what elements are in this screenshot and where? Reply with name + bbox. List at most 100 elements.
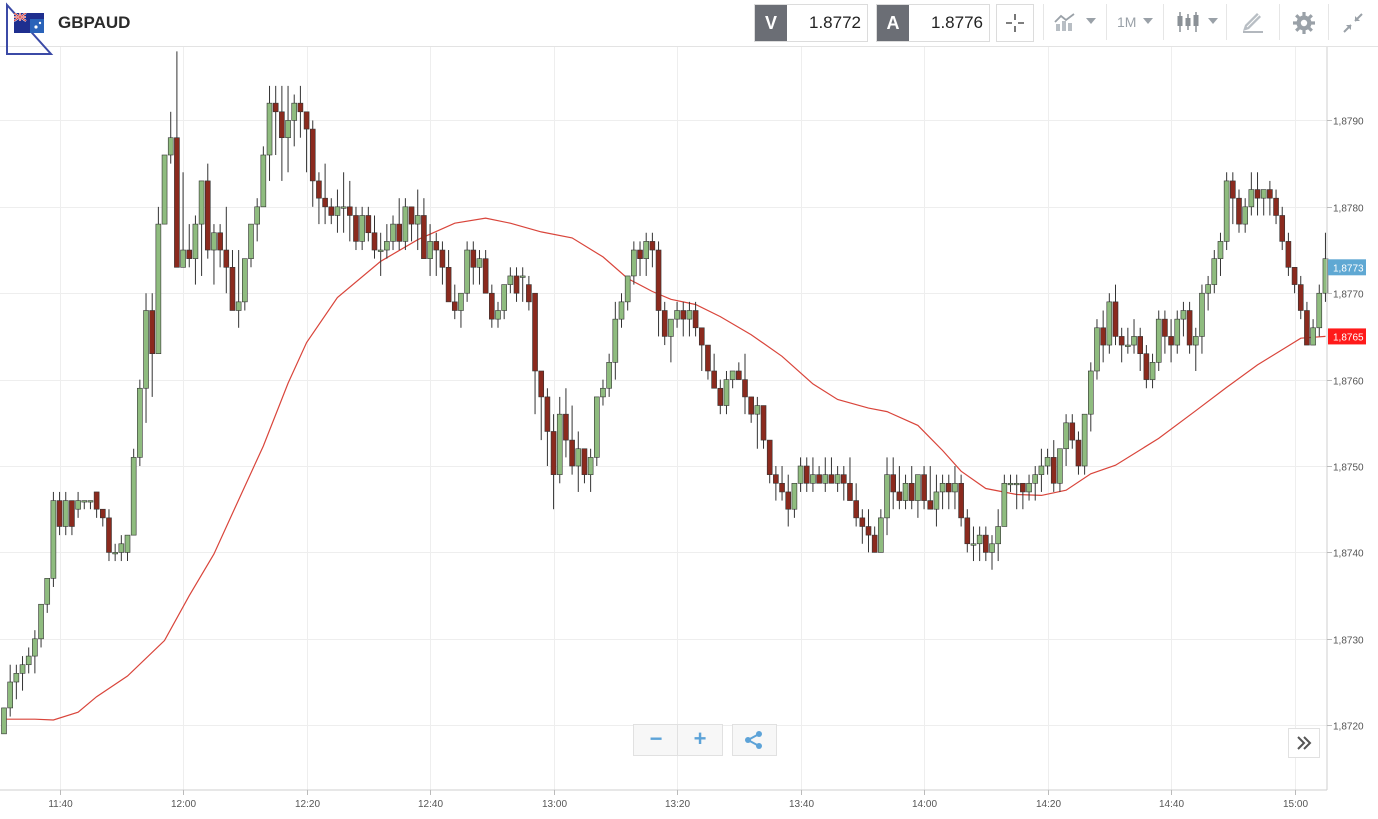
candle [835, 466, 840, 492]
candle-body [1280, 215, 1285, 241]
candle [619, 293, 624, 328]
candle-body [224, 250, 229, 267]
candle [1304, 302, 1309, 345]
settings-button[interactable] [1279, 4, 1328, 40]
candle [174, 51, 179, 267]
crosshair-button[interactable] [996, 4, 1034, 42]
candle-body [273, 103, 278, 112]
candle-body [675, 311, 680, 320]
candle-body [174, 138, 179, 268]
candle [329, 198, 334, 224]
candle [1280, 207, 1285, 250]
candle [681, 302, 686, 337]
candle [150, 293, 155, 397]
candle [168, 112, 173, 164]
candle-body [1298, 285, 1303, 311]
candle [607, 354, 612, 397]
ask-price-button[interactable]: A 1.8776 [876, 4, 990, 42]
candle [446, 250, 451, 302]
candle-body [32, 639, 37, 656]
fast-forward-button[interactable] [1288, 728, 1320, 758]
candle-body [786, 492, 791, 509]
candle-body [607, 362, 612, 388]
candle-body [638, 250, 643, 259]
candle [798, 457, 803, 492]
candle-body [928, 501, 933, 510]
candle-body [1064, 423, 1069, 449]
candle [335, 190, 340, 233]
candle [181, 172, 186, 267]
indicators-button[interactable] [1043, 4, 1106, 40]
price-chart[interactable]: 1,87201,87301,87401,87501,87601,87701,87… [0, 47, 1378, 819]
candle-body [563, 414, 568, 440]
candle-body [1119, 336, 1124, 345]
candle [477, 250, 482, 285]
candle [1298, 276, 1303, 319]
candle-body [353, 215, 358, 241]
candle-body [292, 103, 297, 120]
candle-body [199, 181, 204, 224]
candle-body [1014, 483, 1019, 485]
candle [866, 509, 871, 552]
candle [218, 224, 223, 267]
drawing-tools-button[interactable] [1226, 4, 1279, 40]
candle-body [1057, 449, 1062, 484]
y-tick-label: 1,8790 [1333, 117, 1364, 128]
candle-body [384, 241, 389, 250]
candle [1082, 414, 1087, 474]
candle [489, 285, 494, 328]
candle-body [187, 250, 192, 259]
candle-body [508, 276, 513, 285]
candle-body [1193, 336, 1198, 345]
current-bid-label: 1,8773 [1333, 263, 1364, 274]
candle [88, 501, 93, 510]
candle [428, 224, 433, 276]
candle [20, 656, 25, 691]
candle-body [860, 518, 865, 527]
candle-body [125, 535, 130, 552]
candle-body [1051, 457, 1056, 483]
x-tick-label: 11:40 [48, 799, 73, 810]
candle-body [496, 311, 501, 320]
candle [2, 708, 7, 734]
timeframe-button[interactable]: 1M [1106, 4, 1163, 40]
candle-body [810, 475, 815, 484]
candle-body [286, 120, 291, 137]
chart-grid [0, 47, 1327, 790]
candle-body [1113, 302, 1118, 337]
zoom-in-button[interactable]: + [677, 724, 723, 756]
candle [316, 172, 321, 224]
candle-body [310, 129, 315, 181]
candle [100, 509, 105, 526]
candle [224, 207, 229, 293]
candle-body [594, 397, 599, 457]
candle-body [45, 578, 50, 604]
candle [749, 397, 754, 423]
zoom-out-button[interactable]: − [633, 724, 679, 756]
candle [891, 457, 896, 509]
candle-body [730, 371, 735, 380]
candle-body [526, 285, 531, 302]
x-tick-label: 14:00 [912, 799, 937, 810]
candle [496, 302, 501, 328]
candle-body [366, 215, 371, 232]
candle-body [946, 483, 951, 492]
chart-type-button[interactable] [1163, 4, 1226, 40]
timeframe-label: 1M [1117, 14, 1136, 30]
candle [211, 224, 216, 284]
candle [965, 509, 970, 552]
candlestick-icon [1176, 11, 1202, 33]
candle-body [1255, 190, 1260, 199]
candle [384, 224, 389, 259]
candle [539, 371, 544, 440]
collapse-button[interactable] [1328, 4, 1378, 40]
candle-body [934, 492, 939, 509]
share-button[interactable] [732, 724, 777, 756]
candle-body [1020, 483, 1025, 492]
candle-body [63, 501, 68, 527]
candle-body [298, 103, 303, 112]
candle-body [323, 198, 328, 207]
candle-body [458, 293, 463, 310]
bid-price-button[interactable]: V 1.8772 [754, 4, 868, 42]
chevron-down-icon [1208, 18, 1218, 24]
